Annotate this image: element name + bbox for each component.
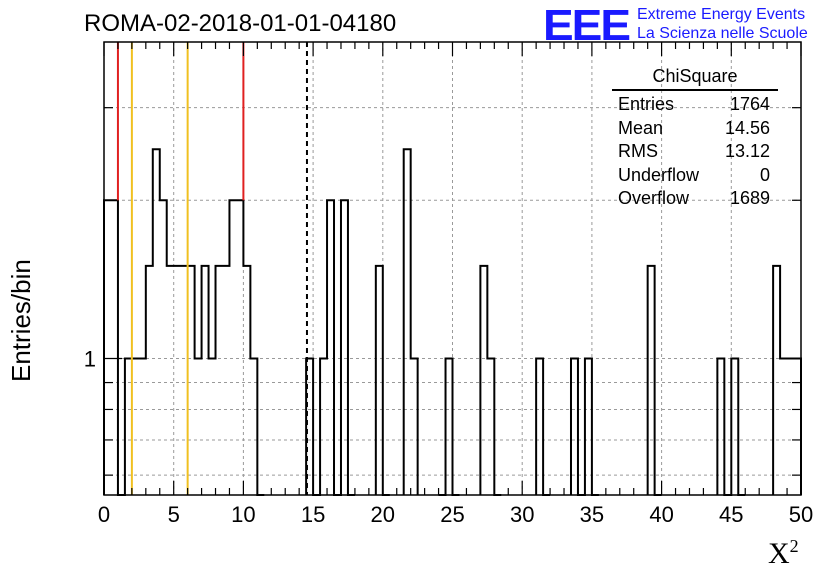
x-tick-label: 15	[301, 502, 325, 527]
x-axis-label-base: X	[768, 537, 790, 570]
stats-value: 1764	[729, 94, 770, 114]
stats-label: Entries	[618, 94, 675, 114]
stats-label: Mean	[618, 117, 664, 138]
x-tick-label: 20	[371, 502, 395, 527]
x-tick-label: 10	[231, 502, 255, 527]
chart-title: ROMA-02-2018-01-01-04180	[84, 10, 397, 37]
stats-row: Entries 1764	[612, 93, 778, 117]
stats-label: Underflow	[618, 164, 700, 185]
x-tick-label: 0	[98, 502, 110, 527]
stats-value: 13.12	[724, 141, 770, 161]
stats-row: Overflow 1689	[612, 187, 778, 211]
x-tick-label: 5	[168, 502, 180, 527]
y-axis-label: Entries/bin	[6, 259, 36, 382]
stats-title: ChiSquare	[612, 66, 778, 91]
logo-line-2: La Scienza nelle Scuole	[637, 25, 808, 42]
logo-text: Extreme Energy Events La Scienza nelle S…	[637, 5, 808, 43]
stats-value: 1689	[729, 188, 770, 208]
stats-row: RMS 13.12	[612, 140, 778, 164]
stats-label: Overflow	[618, 188, 690, 208]
x-tick-label: 50	[789, 502, 813, 527]
x-tick-label: 30	[510, 502, 534, 527]
logo-line-1: Extreme Energy Events	[637, 6, 806, 23]
x-tick-label: 35	[580, 502, 604, 527]
stats-value: 14.56	[724, 117, 770, 138]
x-tick-label: 40	[649, 502, 673, 527]
x-axis-label-superscript: 2	[789, 536, 799, 556]
stats-label: RMS	[618, 141, 658, 161]
stats-row: Mean 14.56	[612, 117, 778, 141]
x-tick-label: 45	[719, 502, 743, 527]
x-tick-label: 25	[440, 502, 464, 527]
x-axis-label: X2	[768, 536, 799, 571]
stats-box: ChiSquare Entries 1764 Mean 14.56 RMS 13…	[612, 66, 778, 211]
stats-value: 0	[759, 164, 770, 185]
logo-mark: EEE	[543, 0, 631, 50]
stats-row: Underflow 0	[612, 164, 778, 188]
y-tick-label: 1	[84, 347, 96, 372]
